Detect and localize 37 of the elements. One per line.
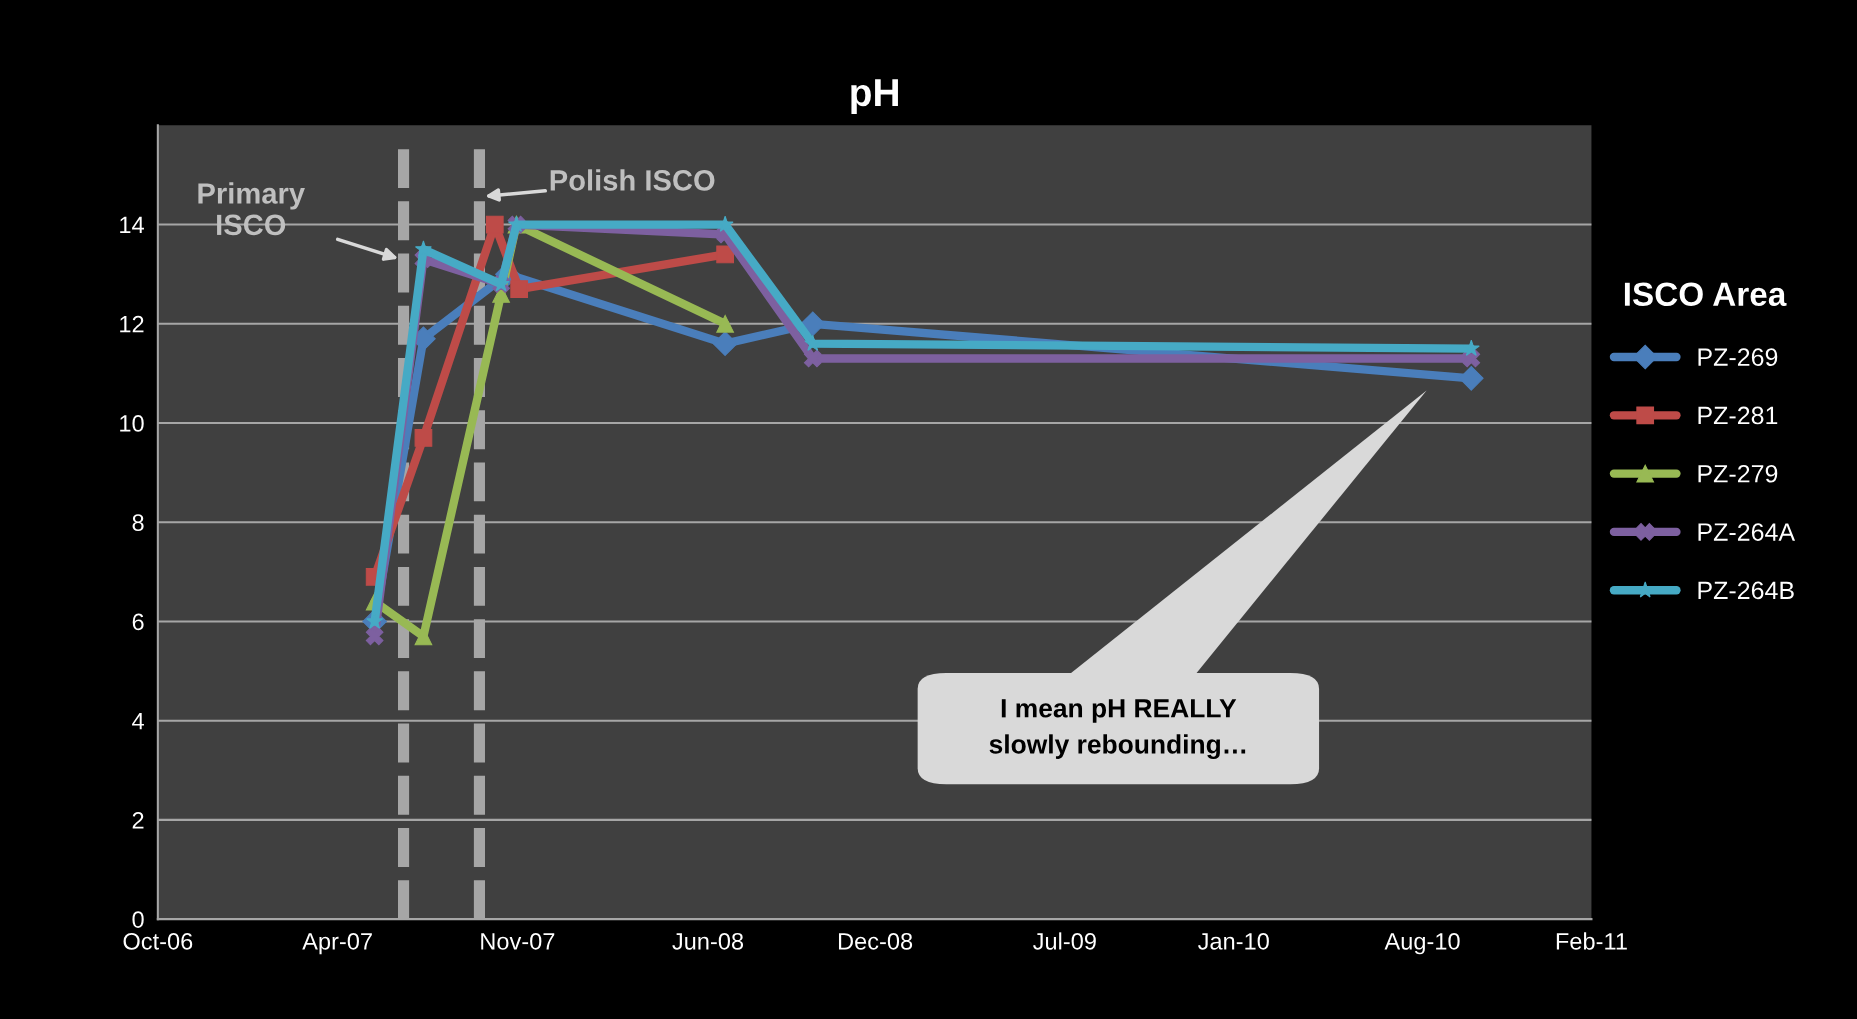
legend-label: PZ-269 xyxy=(1698,348,1778,366)
point xyxy=(803,349,822,368)
y-tick-label: 12 xyxy=(120,315,144,333)
y-tick-label: 10 xyxy=(120,415,144,432)
y-tick-label: 8 xyxy=(132,514,144,532)
x-tick-label: Oct-06 xyxy=(123,932,193,950)
point xyxy=(414,240,432,257)
point xyxy=(1459,366,1484,391)
legend-label: PZ-264B xyxy=(1698,581,1794,600)
chart-title: pH xyxy=(851,79,898,114)
x-tick-label: Aug-10 xyxy=(1384,932,1460,955)
x-tick-label: Dec-08 xyxy=(838,932,913,950)
y-tick-label: 6 xyxy=(132,613,144,631)
point xyxy=(800,311,826,337)
point xyxy=(716,314,734,333)
x-tick-label: Jun-08 xyxy=(672,932,744,950)
point xyxy=(510,280,529,298)
annotation: I mean pH REALLY slowly rebounding… xyxy=(989,699,1246,760)
point xyxy=(485,215,504,234)
y-tick-label: 4 xyxy=(132,713,144,730)
ref-line-label: Polish ISCO xyxy=(550,169,715,191)
x-tick-label: Feb-11 xyxy=(1556,932,1627,950)
point xyxy=(712,331,738,356)
point xyxy=(365,627,384,646)
legend-label: PZ-264A xyxy=(1698,523,1796,541)
legend-label: PZ-281 xyxy=(1698,406,1778,425)
x-tick-label: Jul-09 xyxy=(1033,932,1096,950)
point xyxy=(414,429,433,447)
point xyxy=(716,245,734,264)
y-tick-label: 0 xyxy=(132,911,144,928)
legend-label: PZ-279 xyxy=(1698,464,1778,483)
x-tick-label: Nov-07 xyxy=(481,932,555,950)
x-tick-label: Jan-10 xyxy=(1198,932,1269,950)
x-tick-label: Apr-07 xyxy=(302,932,372,955)
legend-title: ISCO Area xyxy=(1624,282,1787,307)
y-tick-label: 14 xyxy=(120,216,144,234)
y-tick-label: 2 xyxy=(132,811,144,829)
